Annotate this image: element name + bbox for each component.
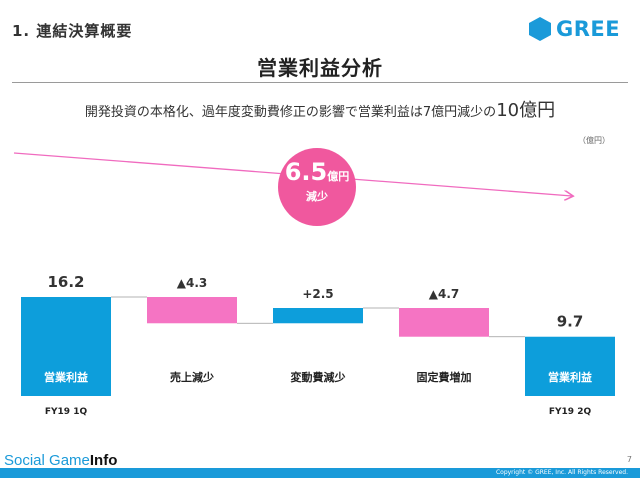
value-label-2: ▲4.3: [177, 276, 208, 290]
bar-2: [147, 297, 237, 324]
section-label: 1. 連結決算概要: [12, 22, 133, 40]
category-label-2: 売上減少: [170, 370, 214, 384]
subtitle-text: 開発投資の本格化、過年度変動費修正の影響で営業利益は7億円減少の: [84, 105, 497, 120]
value-label-5: 9.7: [557, 313, 584, 331]
value-label-4: ▲4.7: [429, 287, 460, 301]
badge-unit: 億円: [327, 170, 350, 183]
period-label-5: FY19 2Q: [549, 407, 592, 417]
brand-name: GREE: [556, 17, 621, 41]
hexagon-icon: [529, 17, 551, 41]
category-label-4: 固定費増加: [417, 370, 472, 384]
copyright: Copyright © GREE, Inc. All Rights Reserv…: [495, 469, 628, 476]
bar-4: [399, 308, 489, 337]
subtitle: 開発投資の本格化、過年度変動費修正の影響で営業利益は7億円減少の10億円: [0, 96, 640, 122]
watermark-main: Social Game: [4, 452, 90, 469]
period-label-1: FY19 1Q: [45, 407, 88, 417]
watermark-bold: Info: [89, 452, 118, 469]
badge-value: 6.5: [284, 158, 328, 186]
watermark: Social GameInfo: [4, 452, 117, 469]
gree-logo: GREE: [528, 15, 620, 43]
category-label-1: 営業利益: [44, 370, 88, 384]
category-label-3: 変動費減少: [291, 370, 346, 384]
badge-label: 減少: [306, 190, 328, 203]
value-label-1: 16.2: [47, 273, 84, 291]
page-title: 営業利益分析: [257, 56, 383, 80]
title-divider: [12, 82, 628, 83]
bar-3: [273, 308, 363, 324]
bar-5: [525, 336, 615, 396]
badge-value-row: 6.5億円: [278, 158, 356, 186]
page-number: 7: [626, 455, 632, 464]
unit-label: （億円）: [578, 136, 610, 145]
footer-bar: [0, 468, 640, 478]
category-label-5: 営業利益: [548, 370, 592, 384]
value-label-3: +2.5: [302, 287, 333, 301]
subtitle-emphasis: 10億円: [496, 100, 556, 121]
decrease-badge: 6.5億円 減少: [278, 148, 356, 226]
bar-1: [21, 297, 111, 396]
